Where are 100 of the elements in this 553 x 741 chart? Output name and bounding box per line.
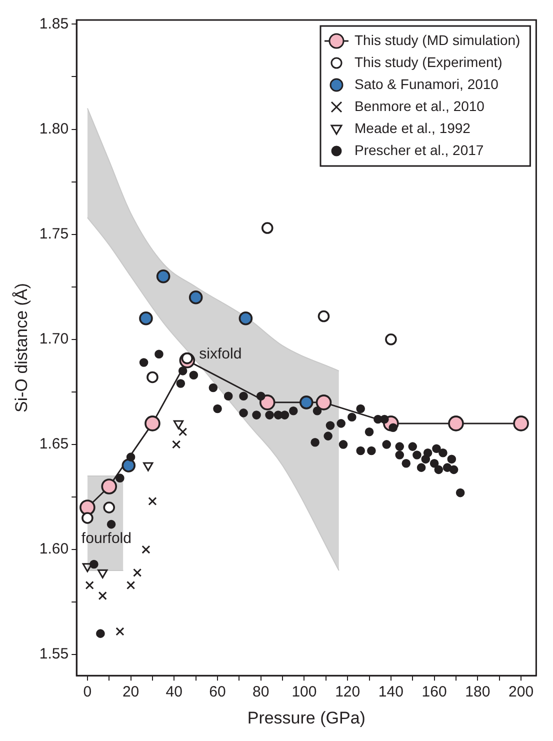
x-tick-label: 80: [252, 684, 270, 701]
point: [178, 428, 188, 436]
point: [447, 454, 456, 464]
point: [176, 379, 186, 388]
legend-label: Sato & Funamori, 2010: [354, 76, 499, 92]
x-tick-label: 100: [292, 684, 317, 701]
point: [239, 408, 248, 418]
point: [513, 416, 529, 432]
point: [408, 442, 418, 451]
point: [101, 478, 118, 494]
point: [299, 396, 314, 410]
x-axis-title: Pressure (GPa): [247, 708, 366, 728]
point: [256, 392, 266, 401]
point: [324, 432, 332, 440]
x-tick-label: 60: [209, 684, 226, 701]
point: [98, 569, 108, 578]
point: [239, 392, 248, 401]
point: [116, 474, 124, 482]
point: [356, 446, 365, 456]
point: [449, 465, 458, 474]
point: [154, 350, 164, 359]
point: [312, 406, 322, 416]
point: [261, 222, 274, 234]
point: [416, 463, 426, 472]
point: [85, 580, 94, 590]
point: [148, 496, 157, 506]
point: [189, 370, 198, 380]
point: [96, 629, 105, 638]
point: [402, 458, 411, 468]
point: [421, 454, 430, 464]
point: [338, 440, 348, 449]
y-tick-label: 1.70: [39, 330, 69, 348]
point: [82, 512, 94, 524]
point: [380, 414, 389, 424]
point: [259, 394, 276, 410]
point: [122, 458, 136, 472]
point: [144, 416, 160, 432]
point: [116, 627, 124, 636]
point: [103, 502, 116, 514]
point: [238, 311, 253, 326]
point: [318, 310, 330, 322]
annotation: sixfold: [199, 346, 242, 363]
point: [133, 568, 142, 577]
point: [90, 560, 98, 569]
point: [98, 591, 107, 600]
point: [252, 410, 261, 420]
point: [106, 520, 116, 529]
legend-label: Benmore et al., 2010: [354, 98, 485, 114]
y-tick-label: 1.80: [39, 120, 69, 138]
point: [432, 444, 441, 454]
legend-label: Prescher et al., 2017: [354, 142, 484, 158]
point: [395, 450, 404, 460]
point: [142, 545, 150, 554]
point: [188, 290, 203, 304]
point: [442, 463, 452, 472]
annotation: fourfold: [81, 530, 132, 548]
x-tick-label: 40: [166, 684, 182, 701]
point: [412, 450, 422, 460]
point: [356, 404, 365, 414]
y-tick-label: 1.85: [39, 15, 69, 32]
point: [224, 392, 233, 401]
y-tick-label: 1.60: [39, 540, 69, 558]
point: [80, 500, 96, 516]
point: [172, 440, 181, 449]
point: [288, 406, 298, 416]
x-tick-label: 180: [465, 684, 490, 701]
point: [178, 366, 188, 376]
point: [395, 442, 404, 451]
point: [430, 458, 439, 468]
point: [448, 416, 464, 432]
point: [208, 383, 218, 392]
legend-label: Meade et al., 1992: [354, 120, 471, 136]
x-tick-label: 200: [508, 684, 534, 701]
x-tick-label: 140: [378, 684, 404, 701]
point: [456, 488, 465, 498]
legend-label: This study (Experiment): [354, 54, 502, 70]
point: [348, 412, 356, 422]
point: [126, 580, 136, 590]
point: [126, 452, 136, 462]
point: [438, 448, 448, 458]
point: [146, 371, 158, 384]
point: [156, 269, 170, 284]
point: [316, 394, 332, 410]
point: [265, 410, 274, 420]
y-tick-label: 1.55: [39, 646, 69, 663]
point: [173, 420, 184, 430]
point: [139, 311, 153, 326]
point: [336, 419, 346, 428]
x-tick-label: 20: [122, 684, 140, 701]
x-tick-label: 0: [83, 684, 92, 701]
point: [434, 465, 444, 474]
point: [382, 440, 392, 449]
point: [367, 446, 376, 456]
y-tick-label: 1.75: [39, 225, 69, 242]
point: [139, 358, 148, 367]
x-tick-label: 160: [422, 684, 447, 701]
point: [385, 333, 397, 346]
point: [143, 462, 154, 472]
y-axis-title: Si-O distance (Å): [12, 283, 31, 413]
x-tick-label: 120: [335, 684, 360, 701]
